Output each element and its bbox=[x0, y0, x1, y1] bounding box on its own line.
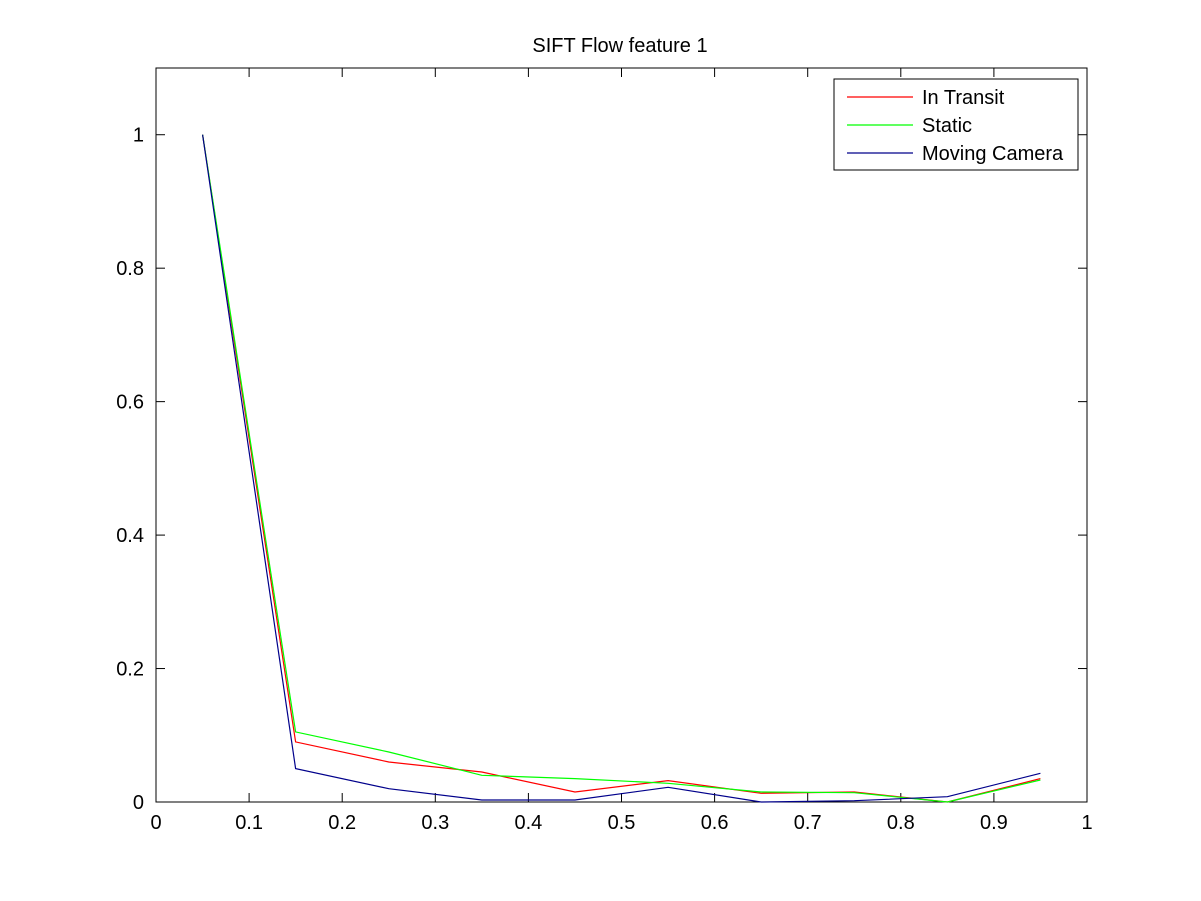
x-tick-label: 0.7 bbox=[794, 812, 822, 834]
y-tick-label: 0 bbox=[133, 792, 144, 814]
y-tick-label: 0.4 bbox=[116, 525, 144, 547]
series-lines bbox=[202, 134, 1041, 803]
legend-label-1: Static bbox=[922, 115, 972, 137]
y-tick-label: 1 bbox=[133, 125, 144, 147]
y-axis-tick-labels: 0 0.2 0.4 0.6 0.8 1 bbox=[116, 125, 144, 814]
x-tick-label: 0.2 bbox=[328, 812, 356, 834]
x-tick-label: 0.6 bbox=[701, 812, 729, 834]
y-tick-label: 0.6 bbox=[116, 392, 144, 414]
x-tick-label: 0.9 bbox=[980, 812, 1008, 834]
legend: In Transit Static Moving Camera bbox=[833, 78, 1079, 171]
chart-title: SIFT Flow feature 1 bbox=[532, 35, 707, 57]
x-tick-label: 0.1 bbox=[235, 812, 263, 834]
x-tick-label: 0 bbox=[150, 812, 161, 834]
x-tick-label: 0.4 bbox=[514, 812, 542, 834]
legend-label-2: Moving Camera bbox=[922, 143, 1064, 165]
x-axis-tick-labels: 0 0.1 0.2 0.3 0.4 0.5 0.6 0.7 0.8 0.9 1 bbox=[150, 812, 1092, 834]
x-tick-label: 0.3 bbox=[421, 812, 449, 834]
x-tick-label: 0.5 bbox=[608, 812, 636, 834]
legend-label-0: In Transit bbox=[922, 87, 1005, 109]
series-line-2 bbox=[202, 134, 1041, 803]
x-tick-label: 0.8 bbox=[887, 812, 915, 834]
axis-ticks bbox=[155, 68, 1088, 803]
x-tick-label: 1 bbox=[1081, 812, 1092, 834]
plot-area bbox=[155, 67, 1088, 803]
y-tick-label: 0.8 bbox=[116, 258, 144, 280]
y-tick-label: 0.2 bbox=[116, 659, 144, 681]
series-line-1 bbox=[202, 134, 1041, 803]
